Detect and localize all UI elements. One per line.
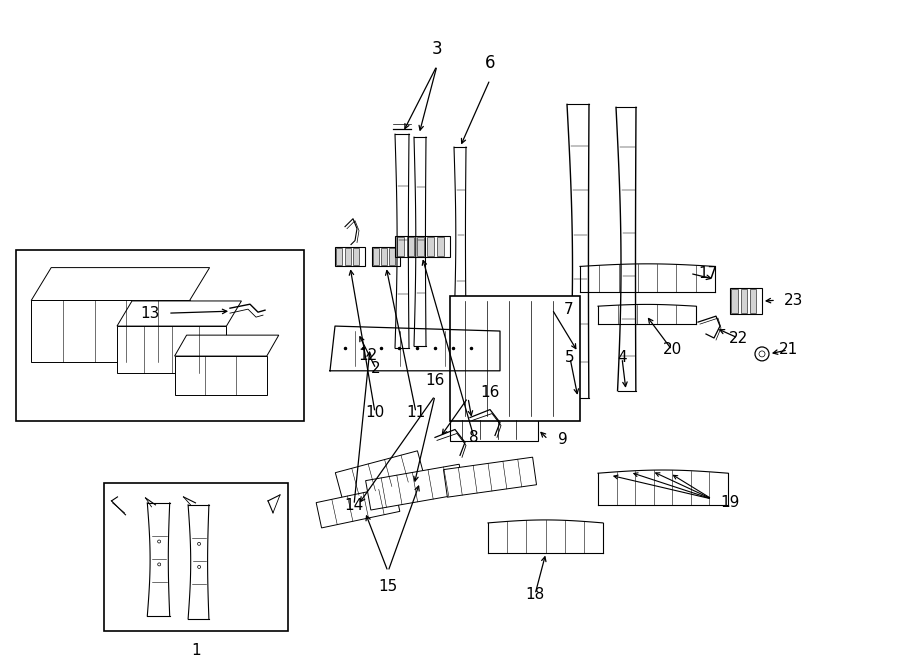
Bar — [104, 483, 288, 631]
Polygon shape — [444, 457, 536, 497]
Bar — [427, 237, 434, 256]
Text: 13: 13 — [140, 305, 160, 321]
Text: 12: 12 — [358, 348, 378, 364]
Bar — [16, 250, 304, 420]
Text: 16: 16 — [480, 385, 500, 400]
Bar — [382, 247, 387, 266]
Bar — [450, 418, 538, 442]
Text: 18: 18 — [526, 587, 544, 602]
Polygon shape — [316, 486, 400, 528]
Bar — [335, 247, 365, 266]
Bar — [354, 247, 359, 266]
Polygon shape — [32, 268, 210, 301]
Bar — [372, 247, 400, 266]
Bar — [374, 247, 379, 266]
Text: 11: 11 — [407, 405, 426, 420]
Circle shape — [755, 347, 769, 361]
Text: 6: 6 — [485, 54, 495, 71]
Bar — [395, 235, 450, 258]
Text: 7: 7 — [564, 301, 573, 317]
Bar — [732, 290, 738, 313]
Polygon shape — [117, 301, 241, 326]
Bar — [436, 237, 444, 256]
Bar — [345, 247, 351, 266]
Bar — [397, 237, 403, 256]
Text: 16: 16 — [426, 373, 445, 388]
Text: 19: 19 — [720, 494, 740, 510]
Polygon shape — [32, 301, 190, 362]
Text: 23: 23 — [784, 293, 804, 308]
Text: 8: 8 — [469, 430, 479, 445]
Polygon shape — [336, 451, 425, 500]
Text: 15: 15 — [378, 578, 398, 594]
Bar — [407, 237, 413, 256]
Polygon shape — [365, 464, 464, 510]
Text: 17: 17 — [698, 266, 717, 281]
Bar — [730, 288, 762, 314]
Bar — [337, 247, 342, 266]
Text: 3: 3 — [432, 40, 442, 58]
Polygon shape — [117, 326, 227, 373]
Text: 9: 9 — [558, 432, 568, 447]
Bar — [741, 290, 747, 313]
Bar — [389, 247, 395, 266]
Text: 22: 22 — [728, 330, 748, 346]
Text: 14: 14 — [345, 498, 364, 512]
Text: 20: 20 — [662, 342, 681, 358]
Bar — [417, 237, 424, 256]
Text: 2: 2 — [371, 362, 381, 376]
Text: 10: 10 — [365, 405, 384, 420]
Text: 1: 1 — [191, 642, 201, 658]
Bar — [750, 290, 756, 313]
Text: 4: 4 — [617, 350, 626, 366]
Polygon shape — [175, 356, 266, 395]
Text: 5: 5 — [565, 350, 575, 366]
Polygon shape — [175, 335, 279, 356]
Bar — [450, 296, 580, 420]
Text: 21: 21 — [778, 342, 797, 358]
